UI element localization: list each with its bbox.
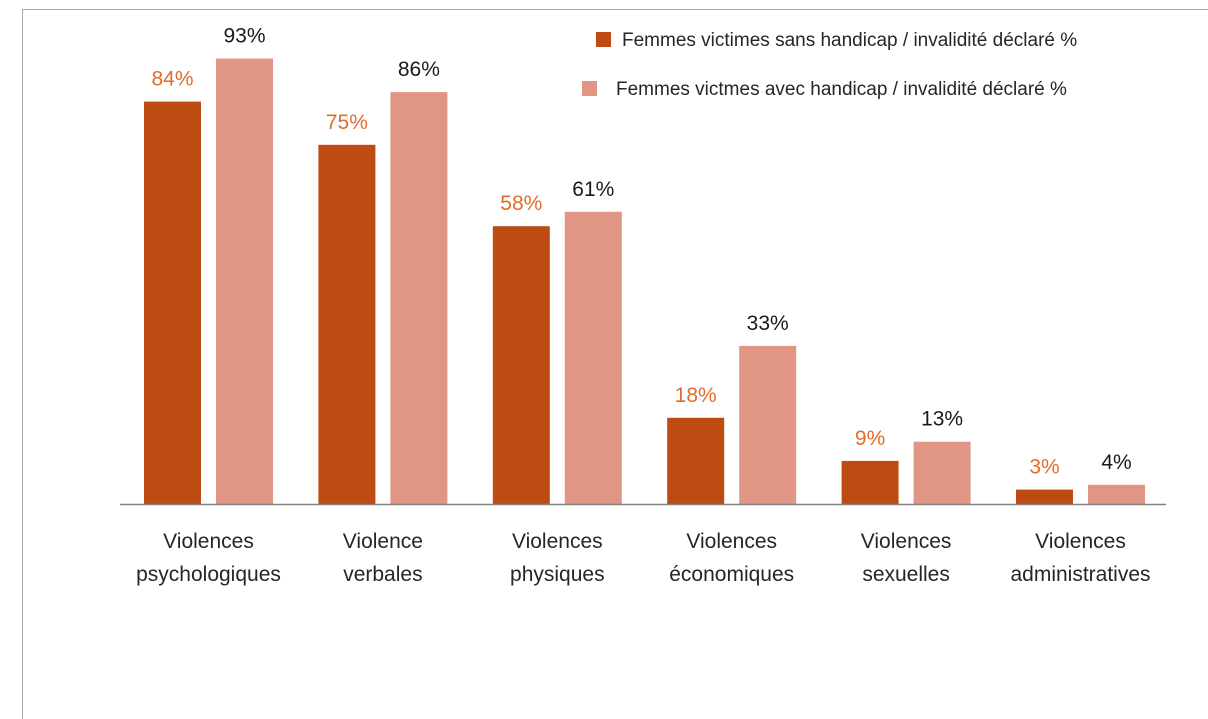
x-tick-label-5: Violences sexuelles (861, 530, 952, 586)
bar-series1-4 (667, 417, 725, 504)
x-tick-label-line: économiques (669, 563, 794, 586)
legend-swatch-1 (596, 32, 611, 47)
chart-frame (22, 9, 1208, 719)
data-label-series2-6: 4% (1101, 451, 1131, 474)
legend: Femmes victimes sans handicap / invalidi… (582, 30, 1077, 100)
bar-series2-4 (739, 345, 797, 504)
data-label-series1-4: 18% (675, 384, 717, 407)
data-label-series2-5: 13% (921, 408, 963, 431)
bar-series2-2 (390, 92, 448, 504)
data-label-series2-2: 86% (398, 58, 440, 81)
bar-series1-1 (144, 101, 201, 504)
x-tick-label-4: Violences économiques (669, 530, 794, 586)
x-tick-label-line: Violence (343, 530, 423, 553)
x-tick-label-line: administratives (1010, 563, 1150, 586)
bar-series2-1 (216, 58, 273, 504)
data-labels-group: 84% 93% 75% 86% 58% 61% 18% 33% 9% 13% 3% 4% (151, 25, 1131, 479)
x-tick-label-line: physiques (510, 563, 605, 586)
bars-group (144, 58, 1145, 505)
bar-series2-3 (564, 211, 622, 505)
data-label-series1-2: 75% (326, 111, 368, 134)
data-label-series1-1: 84% (151, 68, 193, 91)
x-tick-label-line: Violences (686, 530, 777, 553)
x-tick-label-line: Violences (163, 530, 254, 553)
data-label-series2-4: 33% (747, 312, 789, 335)
legend-label-2: Femmes victmes avec handicap / invalidit… (616, 79, 1067, 100)
x-tick-label-line: verbales (343, 563, 422, 586)
x-tick-label-line: Violences (512, 530, 603, 553)
legend-swatch-2 (582, 81, 597, 96)
data-label-series1-5: 9% (855, 427, 885, 450)
x-tick-label-3: Violences physiques (510, 530, 605, 586)
x-tick-label-1: Violences psychologiques (136, 530, 281, 586)
bar-series2-5 (913, 441, 971, 504)
x-tick-label-2: Violence verbales (343, 530, 423, 586)
bar-series1-6 (1016, 489, 1073, 504)
data-label-series2-1: 93% (223, 25, 265, 48)
data-label-series1-3: 58% (500, 192, 542, 215)
x-tick-label-line: sexuelles (862, 563, 950, 586)
x-tick-label-line: psychologiques (136, 563, 281, 586)
data-label-series1-6: 3% (1029, 456, 1059, 479)
x-tick-label-6: Violences administratives (1010, 530, 1150, 586)
data-label-series2-3: 61% (572, 178, 614, 201)
bar-series1-3 (492, 226, 550, 504)
x-tick-label-line: Violences (861, 530, 952, 553)
bar-series2-6 (1088, 484, 1145, 504)
bar-series1-2 (318, 144, 376, 505)
bar-series1-5 (841, 460, 899, 504)
legend-label-1: Femmes victimes sans handicap / invalidi… (622, 30, 1077, 51)
x-tick-label-line: Violences (1035, 530, 1126, 553)
